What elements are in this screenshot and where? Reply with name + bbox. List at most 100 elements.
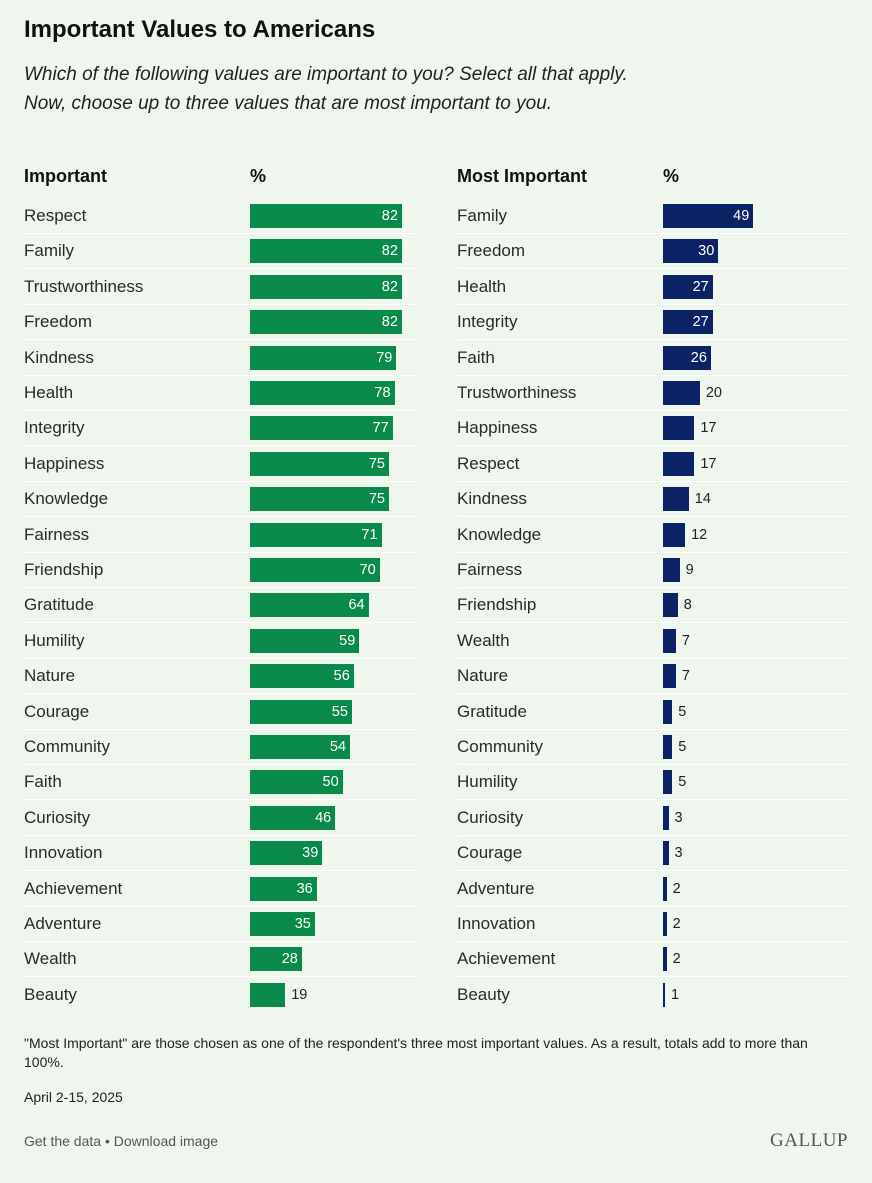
row-divider — [457, 233, 849, 234]
row-divider — [457, 657, 849, 659]
most-important-bar — [663, 239, 719, 264]
important-category-label: Gratitude — [24, 595, 94, 615]
important-value-label: 71 — [361, 526, 378, 543]
most-important-value-label: 2 — [672, 880, 681, 897]
row-divider — [24, 905, 416, 907]
most-important-bar — [663, 381, 700, 405]
important-category-label: Achievement — [24, 878, 123, 898]
row-divider — [24, 516, 416, 518]
row-divider — [24, 374, 416, 376]
most-important-category-label: Faith — [457, 347, 495, 367]
most-important-category-label: Courage — [457, 843, 523, 863]
important-category-label: Respect — [24, 206, 87, 225]
important-bar — [250, 735, 351, 759]
most-important-bar — [663, 628, 676, 653]
most-important-bar — [663, 735, 673, 759]
most-important-bar — [663, 770, 673, 795]
most-important-category-label: Family — [457, 206, 508, 225]
row-divider — [457, 870, 849, 872]
row-divider — [457, 764, 849, 765]
chart-title: Important Values to Americans — [24, 16, 376, 43]
get-the-data-link[interactable]: Get the data — [24, 1133, 102, 1149]
most-important-value-label: 7 — [681, 668, 690, 685]
most-important-bar — [663, 558, 680, 582]
important-bar — [250, 628, 360, 653]
important-category-label: Community — [24, 737, 110, 756]
most-important-value-label: 5 — [678, 739, 687, 755]
row-divider — [457, 303, 849, 305]
row-divider — [457, 268, 849, 270]
row-divider — [24, 764, 416, 765]
most-important-value-label: 2 — [672, 951, 681, 968]
most-important-value-label: 26 — [690, 349, 707, 366]
most-important-bar — [663, 274, 713, 299]
most-important-category-label: Knowledge — [457, 524, 542, 544]
important-bar — [250, 416, 393, 441]
important-category-label: Happiness — [24, 453, 105, 473]
chart-subtitle: Which of the following values are import… — [24, 60, 844, 118]
most-important-value-label: 1 — [671, 986, 680, 1003]
important-value-label: 28 — [281, 951, 298, 968]
most-important-bar — [663, 522, 686, 547]
footer-links: Get the data • Download image — [24, 1133, 218, 1149]
important-bar — [250, 664, 354, 689]
most-important-bar — [663, 664, 676, 689]
important-percent-header: % — [250, 166, 267, 186]
row-divider — [457, 976, 849, 978]
most-important-bar — [663, 805, 669, 830]
most-important-category-label: Trustworthiness — [457, 383, 577, 402]
download-image-link[interactable]: Download image — [113, 1133, 219, 1149]
important-bar — [250, 805, 336, 830]
most-important-value-label: 8 — [683, 597, 692, 614]
important-category-label: Beauty — [24, 984, 77, 1004]
row-divider — [457, 941, 849, 942]
important-column-header: Important — [24, 166, 107, 186]
important-bar — [250, 451, 389, 476]
important-category-label: Integrity — [24, 418, 85, 438]
important-category-label: Friendship — [24, 560, 104, 579]
row-divider — [24, 551, 416, 553]
important-category-label: Kindness — [24, 347, 94, 367]
important-category-label: Wealth — [24, 949, 77, 969]
most-important-category-label: Innovation — [457, 914, 536, 933]
important-value-label: 56 — [333, 668, 350, 685]
important-category-label: Faith — [24, 772, 62, 792]
most-important-bar — [663, 345, 711, 370]
important-category-label: Humility — [24, 630, 85, 650]
most-important-bar — [663, 416, 695, 441]
row-divider — [457, 693, 849, 695]
important-value-label: 19 — [291, 986, 308, 1003]
most-important-bar — [663, 841, 669, 866]
important-bar — [250, 841, 323, 866]
most-important-category-label: Happiness — [457, 418, 538, 438]
most-important-percent-header: % — [663, 166, 680, 186]
important-bar — [250, 947, 302, 972]
row-divider — [24, 587, 416, 588]
subtitle-line-1: Which of the following values are import… — [24, 64, 628, 85]
important-value-label: 82 — [381, 243, 398, 260]
most-important-value-label: 30 — [698, 243, 715, 260]
most-important-category-label: Curiosity — [457, 807, 524, 827]
most-important-category-label: Respect — [457, 453, 520, 473]
important-category-label: Fairness — [24, 524, 90, 544]
row-divider — [457, 410, 849, 411]
row-divider — [24, 657, 416, 659]
row-divider — [24, 480, 416, 482]
row-divider — [24, 233, 416, 234]
footnote: "Most Important" are those chosen as one… — [24, 1035, 808, 1070]
most-important-category-label: Health — [457, 276, 507, 296]
most-important-category-label: Community — [457, 737, 543, 756]
important-value-label: 39 — [302, 845, 319, 862]
most-important-category-label: Fairness — [457, 560, 523, 579]
row-divider — [24, 799, 416, 801]
important-value-label: 64 — [348, 597, 365, 614]
most-important-value-label: 17 — [700, 455, 717, 472]
important-bar — [250, 381, 395, 405]
important-value-label: 75 — [368, 491, 385, 508]
most-important-category-label: Wealth — [457, 630, 510, 650]
most-important-value-label: 27 — [692, 278, 709, 295]
important-bar — [250, 274, 402, 299]
most-important-bar — [663, 204, 754, 228]
important-value-label: 77 — [372, 420, 389, 437]
row-divider — [24, 870, 416, 872]
